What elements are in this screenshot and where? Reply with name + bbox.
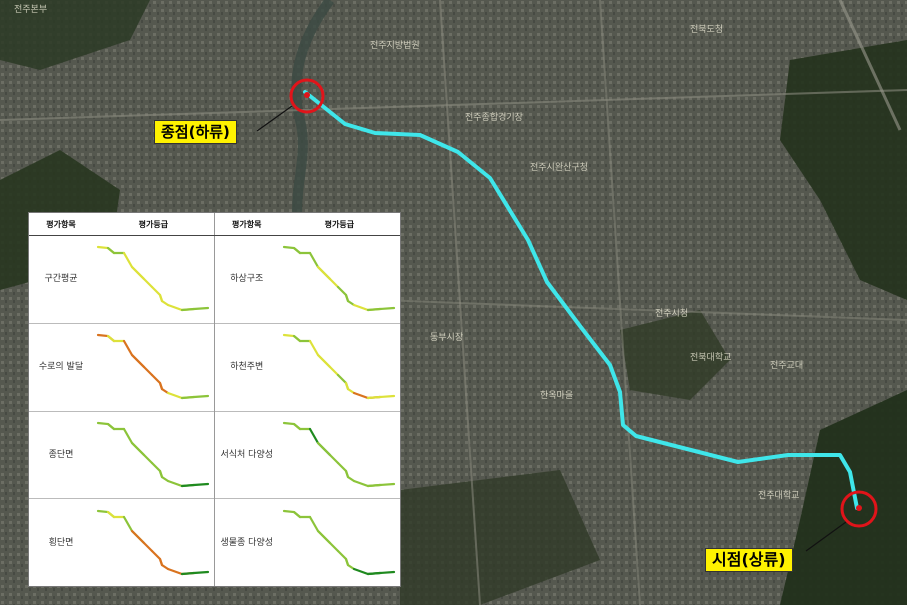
evaluation-item-label: 서식처 다양성 xyxy=(214,410,279,499)
grade-route-mini-map xyxy=(283,246,396,312)
evaluation-item-label: 구간평균 xyxy=(29,235,93,324)
grade-segment-orange xyxy=(159,382,170,395)
place-label: 전주시완산구청 xyxy=(530,162,588,173)
evaluation-item-text: 수로의 발달 xyxy=(38,362,84,373)
grade-route-mini-map xyxy=(97,246,210,312)
end-point-label: 종점(하류) xyxy=(154,120,237,144)
grade-segment-yellow xyxy=(107,510,126,518)
evaluation-item-label: 하상구조 xyxy=(214,235,279,324)
grade-segment-yellow xyxy=(367,395,396,400)
grade-map-cell xyxy=(278,410,400,499)
grade-map-cell xyxy=(278,322,400,411)
evaluation-item-label: 횡단면 xyxy=(29,498,93,586)
grade-segment-green xyxy=(293,422,312,430)
table-row: 횡단면 생물종 다양성 xyxy=(29,498,400,586)
start-point-dot xyxy=(856,505,862,511)
evaluation-item-text: 횡단면 xyxy=(48,537,74,548)
grade-map-cell xyxy=(93,235,215,324)
place-label: 전주종합경기장 xyxy=(465,111,523,123)
place-label: 전주교대 xyxy=(770,360,803,371)
grade-map-cell xyxy=(93,498,215,586)
place-label: 동부시장 xyxy=(430,332,463,343)
grade-segment-green xyxy=(159,469,170,482)
grade-route-mini-map xyxy=(283,421,396,487)
grade-route-mini-map xyxy=(97,334,210,400)
stream-route xyxy=(303,90,859,510)
grade-segment-green xyxy=(107,422,126,430)
evaluation-item-text: 종단면 xyxy=(48,449,74,460)
evaluation-item-text: 생물종 다양성 xyxy=(220,537,274,548)
grade-segment-darkgreen xyxy=(181,570,210,575)
place-label: 전주대학교 xyxy=(758,490,799,501)
grade-segment-green xyxy=(317,441,340,464)
grade-segment-darkgreen xyxy=(367,570,396,575)
table-row: 종단면 서식처 다양성 xyxy=(29,410,400,499)
grade-segment-yellow xyxy=(131,266,154,289)
grade-map-cell xyxy=(278,235,400,324)
grade-segment-yellow xyxy=(159,294,170,307)
grade-route-mini-map xyxy=(97,421,210,487)
grade-segment-darkgreen xyxy=(181,482,210,487)
grade-segment-green xyxy=(345,557,356,570)
grade-map-cell xyxy=(93,410,215,499)
grade-segment-green xyxy=(181,307,210,312)
place-label: 한옥마을 xyxy=(540,390,573,401)
place-label: 전북대학교 xyxy=(690,352,731,363)
header-item: 평가항목 xyxy=(214,213,279,236)
grade-route-mini-map xyxy=(283,509,396,575)
table-row: 구간평균 하상구조 xyxy=(29,235,400,324)
grade-segment-yellow xyxy=(107,335,126,343)
grade-map-cell xyxy=(278,498,400,586)
grade-segment-green xyxy=(345,469,356,482)
grade-segment-yellow xyxy=(345,382,356,395)
end-label-leader xyxy=(256,105,293,132)
grade-segment-green xyxy=(293,510,312,518)
place-label: 전북도청 xyxy=(690,24,723,35)
grade-segment-orange xyxy=(159,557,170,570)
evaluation-item-label: 하천주변 xyxy=(214,322,279,411)
header-grade: 평가등급 xyxy=(93,213,215,236)
grade-segment-green xyxy=(181,395,210,400)
grade-segment-green xyxy=(367,482,396,487)
grade-segment-green xyxy=(367,307,396,312)
grade-segment-yellow xyxy=(317,266,340,289)
table-row: 수로의 발달 하천주변 xyxy=(29,322,400,411)
start-point-label: 시점(상류) xyxy=(705,548,793,572)
evaluation-item-text: 서식처 다양성 xyxy=(220,449,274,460)
grade-segment-green xyxy=(345,294,356,307)
grade-segment-orange xyxy=(131,529,154,552)
grade-segment-green xyxy=(317,529,340,552)
grade-route-mini-map xyxy=(97,509,210,575)
grade-segment-orange xyxy=(131,354,154,377)
evaluation-item-text: 하상구조 xyxy=(230,274,264,285)
grade-segment-green xyxy=(293,247,312,255)
evaluation-item-text: 구간평균 xyxy=(44,274,78,285)
evaluation-item-text: 하천주변 xyxy=(230,362,264,373)
grade-map-cell xyxy=(93,322,215,411)
header-grade: 평가등급 xyxy=(278,213,400,236)
grade-route-mini-map xyxy=(283,334,396,400)
grade-segment-green xyxy=(131,441,154,464)
start-label-leader xyxy=(805,521,847,552)
evaluation-item-label: 수로의 발달 xyxy=(29,322,93,411)
evaluation-item-label: 생물종 다양성 xyxy=(214,498,279,586)
grade-segment-green xyxy=(293,335,312,343)
end-point-dot xyxy=(304,92,310,98)
place-label: 전주시청 xyxy=(655,308,688,319)
grade-segment-green xyxy=(107,247,126,255)
place-label: 전주지방법원 xyxy=(370,40,420,51)
header-item: 평가항목 xyxy=(29,213,93,236)
end-point-marker[interactable] xyxy=(289,78,325,114)
grade-segment-yellow xyxy=(317,354,340,377)
start-point-marker[interactable] xyxy=(840,490,878,528)
evaluation-item-label: 종단면 xyxy=(29,410,93,499)
place-label: 전주본부 xyxy=(14,4,47,15)
